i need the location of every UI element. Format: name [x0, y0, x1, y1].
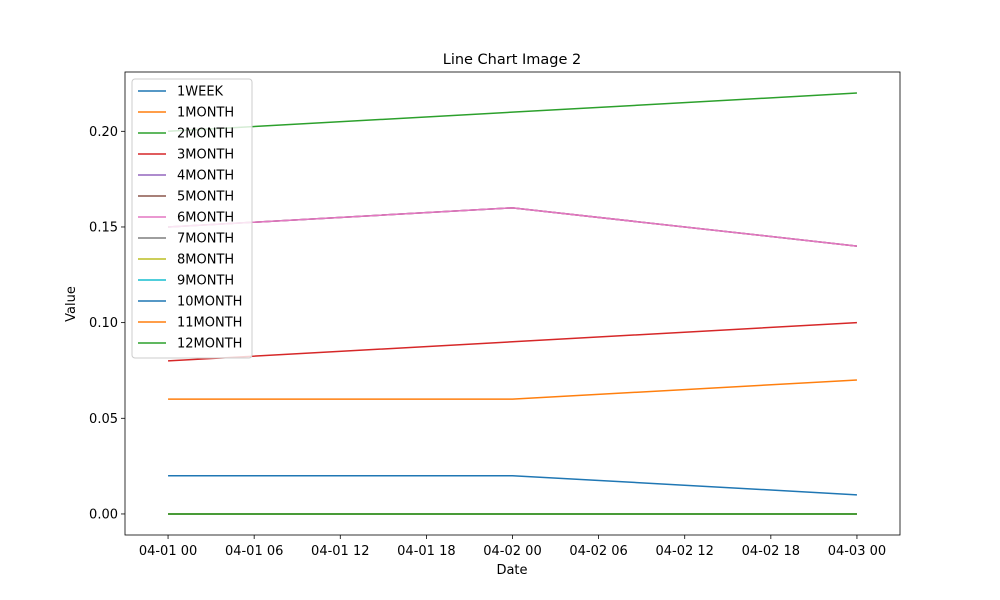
- series-line-1month: [168, 379, 857, 400]
- series-line-4month: [168, 207, 858, 247]
- series-line-6month: [168, 207, 858, 247]
- chart-title: Line Chart Image 2: [443, 52, 582, 68]
- legend-label-6month: 6MONTH: [177, 211, 234, 226]
- x-tick-label: 04-02 12: [655, 544, 713, 559]
- y-axis-label: Value: [64, 286, 79, 322]
- series-line-2month: [168, 92, 857, 133]
- legend-label-11month: 11MONTH: [177, 316, 242, 331]
- legend-label-1week: 1WEEK: [177, 85, 224, 100]
- x-tick-label: 04-01 18: [397, 544, 455, 559]
- y-tick-label: 0.20: [89, 125, 118, 140]
- x-tick-label: 04-02 06: [569, 544, 627, 559]
- series-line-5month: [168, 207, 858, 247]
- legend-label-8month: 8MONTH: [177, 253, 234, 268]
- legend-label-2month: 2MONTH: [177, 127, 234, 142]
- legend-label-3month: 3MONTH: [177, 148, 234, 163]
- legend-label-9month: 9MONTH: [177, 274, 234, 289]
- legend-label-5month: 5MONTH: [177, 190, 234, 205]
- legend: 1WEEK 1MONTH 2MONTH 3MONTH 4MONTH 5MONTH 6MONT…: [131, 78, 253, 359]
- x-axis-label: Date: [496, 563, 527, 578]
- x-tick-label: 04-01 00: [139, 544, 197, 559]
- y-tick-label: 0.05: [89, 412, 118, 427]
- legend-label-10month: 10MONTH: [177, 295, 242, 310]
- series-line-1week: [168, 474, 857, 496]
- legend-label-7month: 7MONTH: [177, 232, 234, 247]
- x-tick-label: 04-01 12: [311, 544, 369, 559]
- legend-label-1month: 1MONTH: [177, 106, 234, 121]
- legend-label-4month: 4MONTH: [177, 169, 234, 184]
- plot-area: 04-01 00 04-01 06 04-01 12 04-01 18 04-02 00…: [89, 71, 901, 559]
- legend-label-12month: 12MONTH: [177, 337, 242, 352]
- y-tick-label: 0.00: [89, 507, 118, 522]
- x-tick-label: 04-02 18: [742, 544, 800, 559]
- x-tick-label: 04-03 00: [828, 544, 886, 559]
- y-tick-label: 0.15: [89, 220, 118, 235]
- series-line-3month: [168, 321, 857, 362]
- y-tick-label: 0.10: [89, 316, 118, 331]
- x-tick-label: 04-02 00: [483, 544, 541, 559]
- x-tick-label: 04-01 06: [225, 544, 283, 559]
- legend-box: [131, 78, 253, 359]
